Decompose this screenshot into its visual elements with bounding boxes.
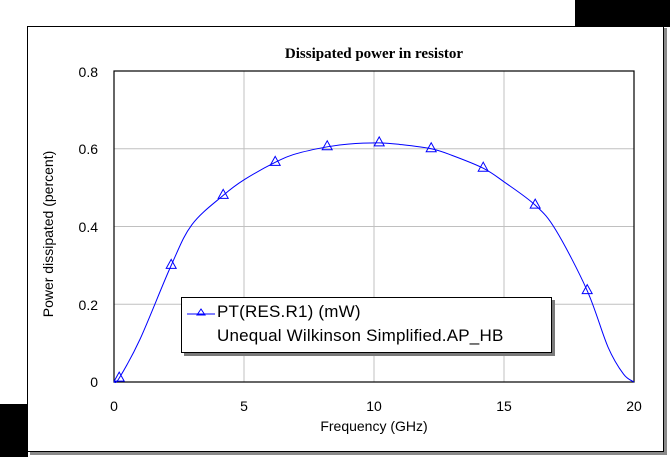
triangle-marker-icon — [581, 283, 594, 295]
series-line — [113, 142, 635, 383]
panel-shadow — [664, 28, 667, 454]
x-tick-label: 0 — [110, 398, 118, 414]
y-tick-label: 0.6 — [78, 141, 98, 157]
x-tick-label: 15 — [496, 398, 512, 414]
legend[interactable]: PT(RES.R1) (mW) Unequal Wilkinson Simpli… — [181, 297, 552, 353]
plot-frame — [113, 70, 635, 383]
panel-shadow — [30, 452, 667, 455]
triangle-marker-icon — [477, 161, 490, 172]
triangle-marker-icon — [373, 135, 386, 147]
triangle-marker-icon — [113, 371, 126, 382]
x-tick-label: 20 — [626, 398, 642, 414]
x-tick-label: 5 — [240, 398, 248, 414]
triangle-marker-icon — [269, 155, 282, 166]
y-axis-label: Power dissipated (percent) — [40, 150, 56, 318]
x-axis-label: Frequency (GHz) — [320, 418, 428, 434]
triangle-marker-icon — [529, 198, 542, 209]
y-tick-label: 0.8 — [78, 64, 98, 80]
x-tick-label: 10 — [366, 398, 382, 414]
legend-series-source: Unequal Wilkinson Simplified.AP_HB — [217, 326, 504, 345]
legend-series-name: PT(RES.R1) (mW) — [217, 302, 361, 321]
legend-triangle-marker-icon — [187, 308, 215, 316]
y-tick-label: 0.4 — [78, 219, 98, 235]
background-block-top-right — [575, 0, 670, 27]
background-block-bottom-left — [0, 404, 28, 457]
triangle-marker-icon — [217, 188, 230, 199]
chart-panel — [27, 26, 664, 452]
y-tick-label: 0.2 — [78, 297, 98, 313]
chart-title: Dissipated power in resistor — [284, 46, 464, 62]
y-tick-label: 0 — [90, 374, 98, 390]
triangle-marker-icon — [165, 258, 178, 269]
triangle-marker-icon — [425, 141, 438, 153]
triangle-marker-icon — [321, 139, 334, 151]
series-markers — [113, 135, 594, 382]
